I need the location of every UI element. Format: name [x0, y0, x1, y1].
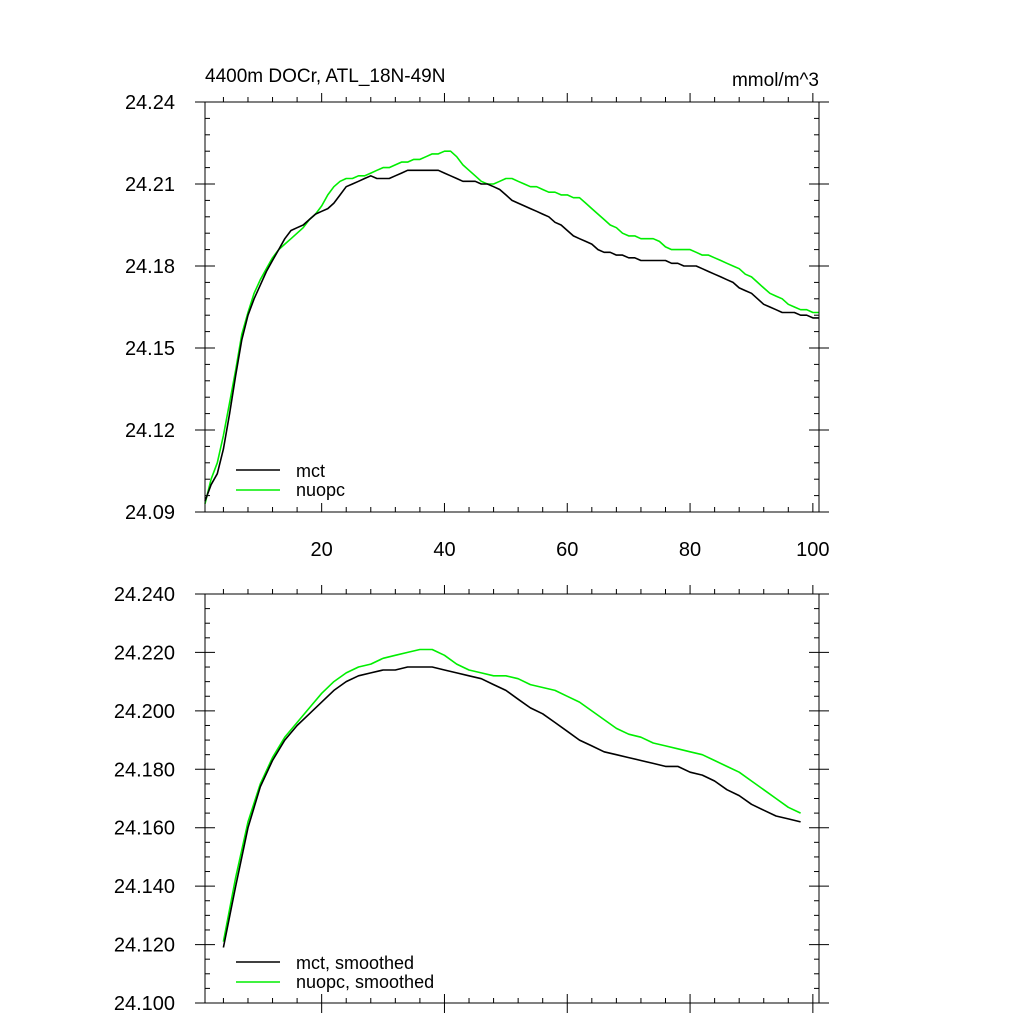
top-axis-ticks: 20 40 60 80 100 24.09 24.12 24.15 24.18 24.21 24.2… [125, 92, 830, 561]
top-y-tick-label: 24.24 [125, 92, 175, 114]
bottom-y-tick-label: 24.220 [114, 642, 175, 664]
bottom-y-tick-label: 24.100 [114, 993, 175, 1015]
top-chart-title: 4400m DOCr, ATL_18N-49N [205, 66, 445, 87]
top-y-tick-label: 24.12 [125, 420, 175, 442]
bottom-panel: 24.100 24.120 24.140 24.160 24.180 24.200 24.2… [114, 584, 829, 1015]
legend-label-mct-smoothed: mct, smoothed [296, 953, 414, 973]
top-y-tick-label: 24.18 [125, 256, 175, 278]
bottom-y-tick-label: 24.200 [114, 701, 175, 723]
top-x-tick-label: 40 [433, 539, 455, 561]
top-x-tick-label: 20 [311, 539, 333, 561]
legend-label-nuopc-smoothed: nuopc, smoothed [296, 972, 434, 992]
top-x-tick-label: 80 [679, 539, 701, 561]
bottom-series-group [222, 648, 801, 948]
bottom-y-tick-label: 24.180 [114, 759, 175, 781]
top-y-tick-label: 24.09 [125, 502, 175, 524]
top-panel: 4400m DOCr, ATL_18N-49N mmol/m^3 20 40 60 8… [125, 66, 830, 561]
bottom-series-line-mct-smoothed [222, 666, 801, 948]
top-x-tick-label: 60 [556, 539, 578, 561]
top-legend: mct nuopc [236, 461, 345, 500]
bottom-y-tick-label: 24.140 [114, 876, 175, 898]
bottom-axis-ticks: 24.100 24.120 24.140 24.160 24.180 24.200 24.2… [114, 584, 829, 1015]
bottom-y-tick-label: 24.160 [114, 818, 175, 840]
top-y-tick-label: 24.15 [125, 338, 175, 360]
top-y-tick-label: 24.21 [125, 174, 175, 196]
legend-label-mct: mct [296, 461, 325, 481]
bottom-legend: mct, smoothed nuopc, smoothed [236, 953, 434, 992]
top-series-group [204, 150, 819, 504]
top-plot-frame [204, 101, 820, 513]
top-series-line-mct [204, 169, 819, 502]
top-chart-units: mmol/m^3 [732, 70, 819, 91]
bottom-plot-frame [204, 593, 820, 1004]
bottom-y-tick-label: 24.120 [114, 935, 175, 957]
legend-label-nuopc: nuopc [296, 480, 345, 500]
bottom-series-line-nuopc-smoothed [222, 648, 801, 942]
top-x-tick-label: 100 [796, 539, 829, 561]
bottom-y-tick-label: 24.240 [114, 584, 175, 606]
